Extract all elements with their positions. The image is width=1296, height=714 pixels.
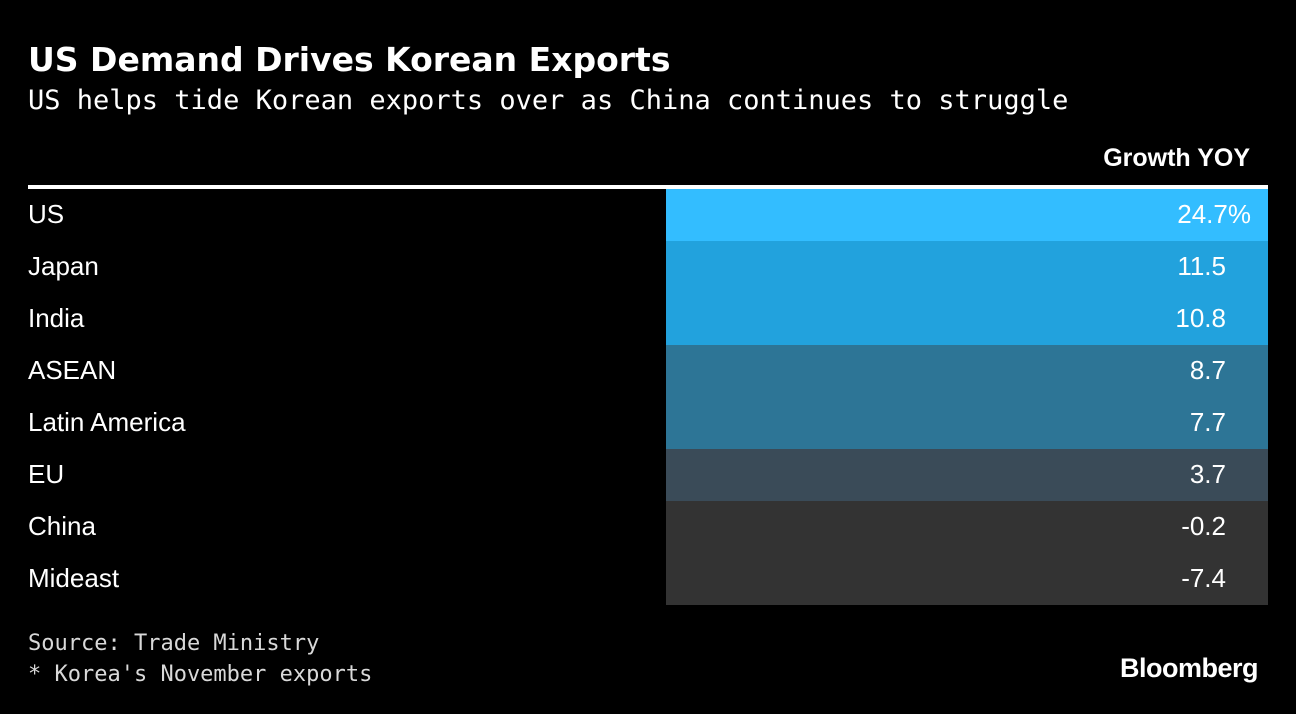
row-value: -0.2 xyxy=(1181,511,1226,541)
row-value: 3.7 xyxy=(1189,459,1226,489)
row-label: India xyxy=(28,303,85,333)
value-cell: 7.7 xyxy=(666,397,1268,449)
table-row: Latin America 7.7 xyxy=(28,397,1268,449)
chart-title: US Demand Drives Korean Exports xyxy=(28,40,671,79)
row-label: EU xyxy=(28,459,65,489)
row-label: Japan xyxy=(28,251,99,281)
row-value: 10.8 xyxy=(1175,303,1226,333)
row-value: 7.7 xyxy=(1189,407,1226,437)
table-row: Mideast -7.4 xyxy=(28,553,1268,605)
row-label: China xyxy=(28,511,96,541)
table-row: India 10.8 xyxy=(28,293,1268,345)
value-cell: 24.7% xyxy=(666,189,1268,241)
table-row: US 24.7% xyxy=(28,189,1268,241)
row-value: 24.7% xyxy=(1177,199,1251,229)
table-row: Japan 11.5 xyxy=(28,241,1268,293)
source-note: Source: Trade Ministry xyxy=(28,631,320,656)
growth-table: US 24.7% Japan 11.5 India 10.8 ASEAN 8.7 Latin A… xyxy=(28,189,1268,605)
table-row: ASEAN 8.7 xyxy=(28,345,1268,397)
header-divider xyxy=(28,185,1268,189)
row-label: ASEAN xyxy=(28,355,117,385)
table-row: EU 3.7 xyxy=(28,449,1268,501)
value-cell: 10.8 xyxy=(666,293,1268,345)
value-cell: 11.5 xyxy=(666,241,1268,293)
chart-subtitle: US helps tide Korean exports over as Chi… xyxy=(28,85,1069,116)
value-cell: -0.2 xyxy=(666,501,1268,553)
table-row: China -0.2 xyxy=(28,501,1268,553)
row-label: Mideast xyxy=(28,563,120,593)
value-cell: 8.7 xyxy=(666,345,1268,397)
row-label: Latin America xyxy=(28,407,186,437)
row-value: 8.7 xyxy=(1189,355,1226,385)
value-cell: -7.4 xyxy=(666,553,1268,605)
footnote: * Korea's November exports xyxy=(28,662,373,687)
row-label: US xyxy=(28,199,65,229)
chart-footnotes: Source: Trade Ministry * Korea's Novembe… xyxy=(28,628,372,690)
column-header-growth-yoy: Growth YOY xyxy=(1103,144,1250,172)
value-cell: 3.7 xyxy=(666,449,1268,501)
row-value: 11.5 xyxy=(1177,251,1226,281)
bloomberg-logo: Bloomberg xyxy=(1119,653,1259,683)
row-value: -7.4 xyxy=(1181,563,1226,593)
